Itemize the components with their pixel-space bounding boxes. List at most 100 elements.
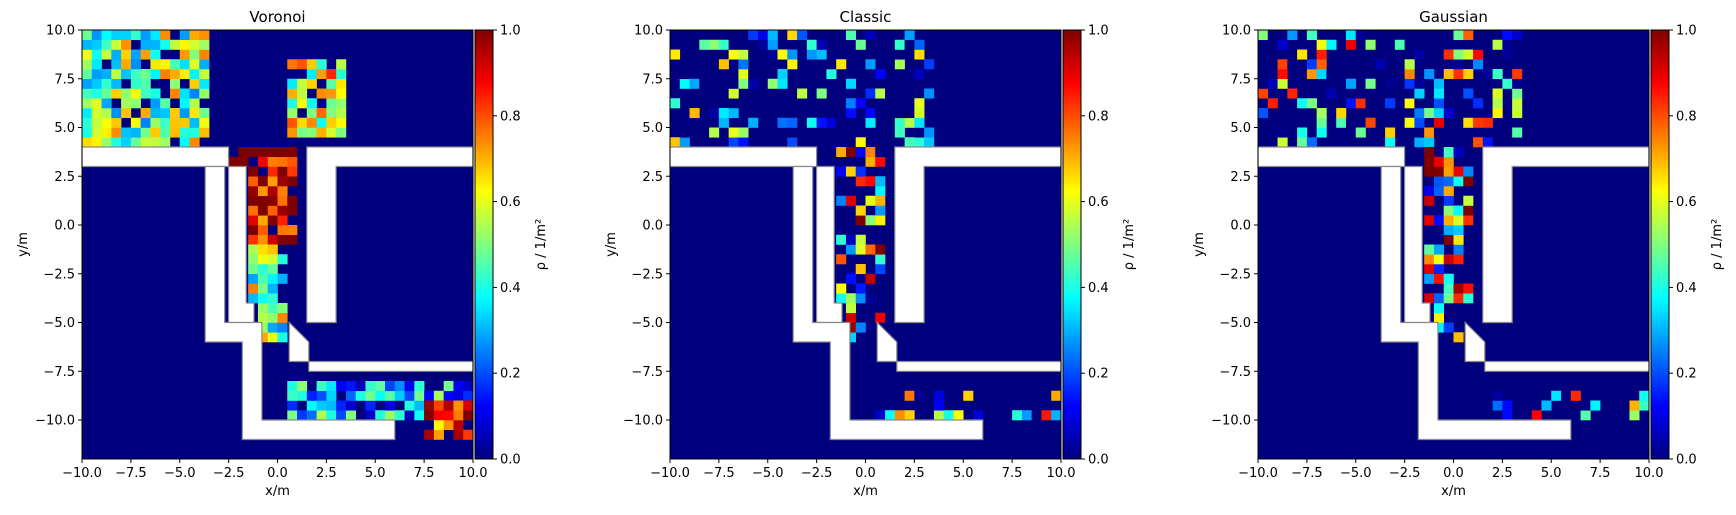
density-cell bbox=[1492, 69, 1503, 80]
density-cell bbox=[1473, 98, 1484, 109]
density-cell bbox=[728, 30, 739, 41]
density-cell bbox=[1404, 98, 1415, 109]
density-cell bbox=[845, 147, 857, 158]
density-cell bbox=[1433, 127, 1445, 138]
density-cell bbox=[1306, 137, 1317, 148]
colorbar-tick-label: 0.4 bbox=[1088, 281, 1109, 296]
wall-segment bbox=[792, 165, 984, 441]
density-cell bbox=[1453, 147, 1464, 158]
density-cell bbox=[111, 137, 122, 148]
density-cell bbox=[316, 400, 327, 411]
density-cell bbox=[1326, 39, 1337, 50]
colorbar-label: ρ / 1/m² bbox=[1710, 219, 1725, 270]
density-cell bbox=[845, 312, 857, 323]
density-cell bbox=[836, 234, 847, 245]
density-cell bbox=[121, 59, 132, 70]
density-cell bbox=[894, 137, 905, 148]
density-cell bbox=[1424, 195, 1435, 206]
x-tick-label: 2.5 bbox=[316, 466, 337, 481]
x-tick-label: 5.0 bbox=[365, 466, 386, 481]
density-cell bbox=[130, 117, 141, 128]
density-cell bbox=[689, 59, 700, 70]
density-cell bbox=[1443, 166, 1454, 177]
density-cell bbox=[836, 166, 847, 177]
density-cell bbox=[1414, 88, 1425, 99]
density-cell bbox=[336, 127, 347, 138]
density-cell bbox=[1365, 117, 1376, 128]
density-cell bbox=[169, 108, 181, 119]
density-cell bbox=[1463, 283, 1474, 294]
density-cell bbox=[1316, 117, 1327, 128]
density-cell bbox=[189, 137, 200, 148]
density-cell bbox=[336, 117, 347, 128]
density-cell bbox=[1258, 108, 1269, 119]
density-cell bbox=[875, 69, 886, 80]
y-tick-label: 0.0 bbox=[1230, 219, 1251, 234]
density-cell bbox=[699, 78, 710, 89]
density-cell bbox=[1336, 88, 1347, 99]
density-cell bbox=[306, 400, 317, 411]
density-cell bbox=[199, 88, 210, 99]
density-cell bbox=[1258, 137, 1269, 148]
density-cell bbox=[199, 49, 210, 60]
density-cell bbox=[699, 39, 710, 50]
density-cell bbox=[1443, 147, 1454, 158]
density-cell bbox=[855, 264, 866, 275]
density-cell bbox=[326, 381, 337, 392]
density-cell bbox=[748, 69, 759, 80]
density-cell bbox=[189, 69, 200, 80]
x-tick-label: −7.5 bbox=[115, 466, 147, 481]
density-cell bbox=[875, 147, 886, 158]
density-cell bbox=[845, 78, 857, 89]
density-cell bbox=[1306, 69, 1317, 80]
x-tick-label: 7.5 bbox=[414, 466, 435, 481]
density-cell bbox=[1502, 30, 1513, 41]
density-cell bbox=[424, 390, 435, 401]
density-cell bbox=[121, 98, 132, 109]
density-cell bbox=[1336, 137, 1347, 148]
density-cell bbox=[728, 78, 739, 89]
y-tick-label: 2.5 bbox=[642, 170, 663, 185]
x-tick-label: −10.0 bbox=[650, 466, 690, 481]
density-cell bbox=[845, 39, 857, 50]
density-cell bbox=[306, 69, 317, 80]
density-cell bbox=[267, 205, 278, 216]
colorbar bbox=[474, 29, 494, 460]
density-cell bbox=[1580, 400, 1591, 411]
colorbar-tick-label: 0.0 bbox=[500, 453, 521, 468]
density-cell bbox=[1277, 69, 1288, 80]
x-tick-label: 2.5 bbox=[1492, 466, 1513, 481]
density-cell bbox=[904, 390, 915, 401]
density-cell bbox=[894, 59, 905, 70]
density-cell bbox=[1502, 410, 1513, 421]
density-cell bbox=[1258, 49, 1269, 60]
density-cell bbox=[287, 127, 298, 138]
density-cell bbox=[826, 69, 837, 80]
density-cell bbox=[757, 39, 769, 50]
density-cell bbox=[101, 39, 112, 50]
density-cell bbox=[1355, 98, 1366, 109]
density-cell bbox=[179, 88, 190, 99]
density-cell bbox=[199, 39, 210, 50]
density-cell bbox=[875, 195, 886, 206]
density-cell bbox=[326, 69, 337, 80]
density-cell bbox=[267, 244, 278, 255]
density-cell bbox=[728, 98, 739, 109]
density-cell bbox=[1414, 137, 1425, 148]
density-cell bbox=[845, 244, 857, 255]
density-cell bbox=[1365, 39, 1376, 50]
density-cell bbox=[670, 137, 681, 148]
x-tick-label: −7.5 bbox=[1291, 466, 1323, 481]
density-cell bbox=[826, 78, 837, 89]
density-cell bbox=[277, 303, 288, 314]
density-cell bbox=[130, 78, 141, 89]
density-cell bbox=[894, 49, 905, 60]
density-cell bbox=[277, 147, 288, 158]
density-cell bbox=[101, 117, 112, 128]
x-tick-label: −2.5 bbox=[801, 466, 833, 481]
density-cell bbox=[140, 117, 151, 128]
density-cell bbox=[1463, 166, 1474, 177]
density-cell bbox=[875, 156, 886, 167]
density-cell bbox=[1463, 88, 1474, 99]
density-cell bbox=[757, 30, 769, 41]
